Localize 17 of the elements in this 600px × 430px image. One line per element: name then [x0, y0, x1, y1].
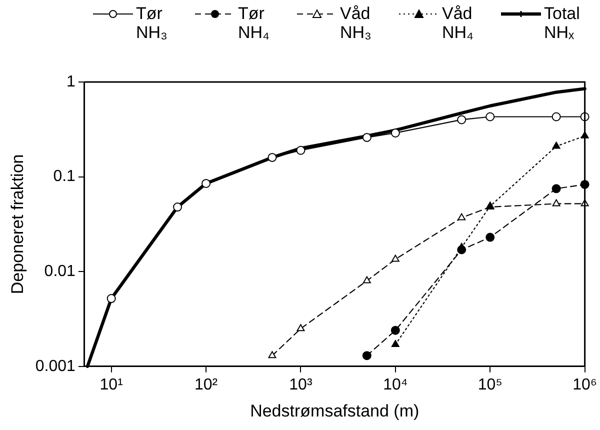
y-tick-label: 1: [66, 73, 76, 90]
x-tick-label: 10⁶: [572, 376, 598, 394]
legend-label: Våd NH₃: [340, 4, 372, 42]
x-tick-label: 10³: [289, 376, 313, 394]
legend-label: Tør NH₄: [238, 4, 270, 42]
y-tick-label: 0.1: [53, 168, 76, 186]
x-axis-title: Nedstrømsafstand (m): [250, 401, 420, 420]
legend-label: Total NHₓ: [544, 4, 581, 42]
legend-label: Tør NH₃: [136, 4, 168, 42]
y-tick-label: 0.001: [35, 358, 76, 375]
x-tick-label: 10⁵: [478, 376, 502, 394]
x-tick-label: 10⁴: [383, 376, 408, 394]
legend-label: Våd NH₄: [442, 4, 474, 42]
y-axis-title: Deponeret fraktion: [8, 154, 27, 294]
x-tick-label: 10¹: [100, 376, 123, 394]
y-tick-label: 0.01: [44, 263, 76, 280]
x-tick-label: 10²: [194, 376, 218, 394]
